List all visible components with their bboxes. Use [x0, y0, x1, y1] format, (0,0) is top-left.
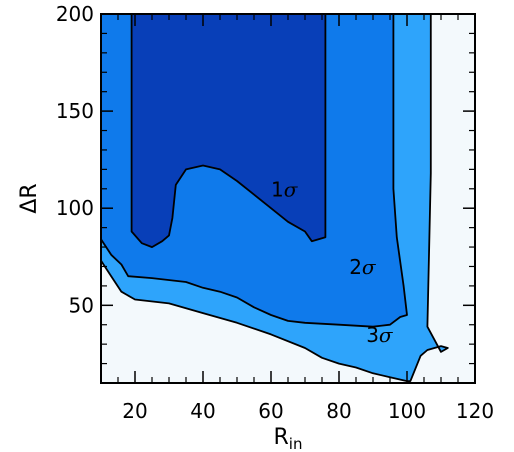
tick-labels: 20 40 60 80 100 120 50 100 150 200	[56, 2, 494, 423]
y-tick-label: 100	[56, 196, 94, 220]
contour-lines	[100, 14, 449, 383]
contour-label-2: 2σ	[349, 255, 377, 279]
contour-line-level-2	[100, 14, 408, 328]
axis-ticks	[100, 13, 476, 383]
x-tick-label: 60	[258, 399, 283, 423]
x-tick-label: 40	[190, 399, 215, 423]
x-axis-label: Rin	[274, 425, 303, 452]
contour-labels: 3σ 2σ 1σ	[271, 178, 394, 348]
x-tick-label: 100	[388, 399, 426, 423]
contour-fill-level-3	[131, 14, 326, 248]
y-axis-label: ΔR	[17, 183, 42, 213]
y-tick-label: 150	[56, 99, 94, 123]
contour-fills	[101, 14, 475, 383]
y-tick-label: 50	[69, 293, 94, 317]
x-tick-label: 80	[326, 399, 351, 423]
contour-label-1: 3σ	[366, 323, 394, 347]
x-tick-label: 20	[122, 399, 147, 423]
x-tick-label: 120	[456, 399, 494, 423]
contour-line-level-1	[100, 14, 449, 383]
contour-label-3: 1σ	[271, 178, 299, 202]
x-axis-label-subscript: in	[289, 435, 303, 452]
contour-line-level-3	[130, 14, 327, 249]
y-tick-label: 200	[56, 2, 94, 26]
x-axis-label-main: R	[274, 425, 289, 450]
